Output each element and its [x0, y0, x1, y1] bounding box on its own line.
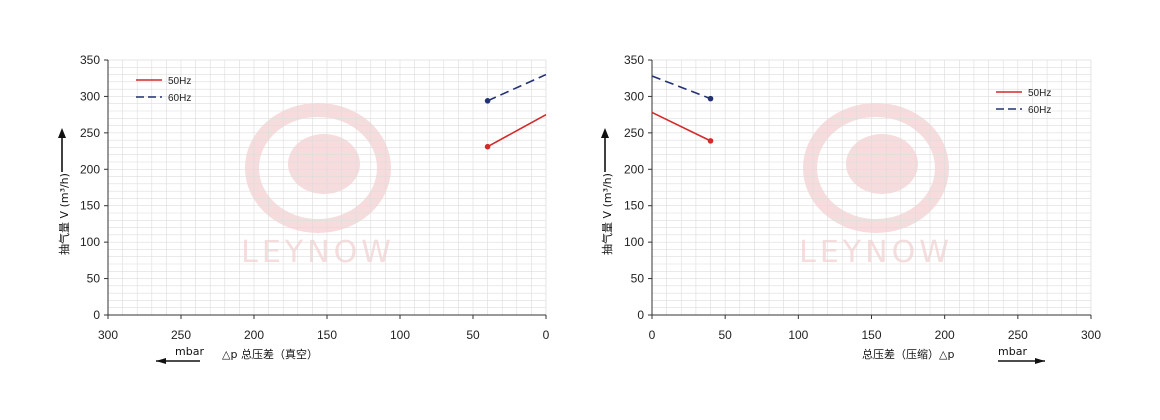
y-tick-label: 200	[80, 162, 100, 176]
watermark-core	[288, 134, 360, 194]
x-tick-label: 50	[466, 328, 480, 342]
y-tick-label: 100	[624, 235, 644, 249]
chart-panel-1: LEYNOW 0 50 100 150 200 250 300 350 300 250 200 150 1…	[57, 53, 550, 364]
legend-label-60hz: 60Hz	[168, 93, 191, 104]
x-unit-arrow-head	[1035, 358, 1045, 364]
y-tick-label: 0	[93, 308, 100, 322]
x-tick-label: 150	[861, 328, 881, 342]
y-tick-label: 350	[624, 53, 644, 67]
x-tick-label: 200	[244, 328, 264, 342]
series-line-60hz	[651, 75, 711, 100]
x-unit-label: mbar	[175, 345, 204, 358]
watermark-text: LEYNOW	[241, 235, 395, 270]
x-tick-label: 300	[98, 328, 118, 342]
y-tick-label: 200	[624, 162, 644, 176]
y-axis-title: 抽气量 V (m³/h)	[600, 173, 614, 255]
x-tick-label: 250	[1008, 328, 1028, 342]
x-tick-label: 300	[1081, 328, 1101, 342]
y-tick-label: 250	[624, 126, 644, 140]
series-line-60hz	[487, 73, 547, 102]
x-tick-label: 50	[718, 328, 732, 342]
legend-label-50hz: 50Hz	[168, 76, 191, 87]
y-tick-label: 50	[631, 272, 645, 286]
legend-label-60hz: 60Hz	[1028, 105, 1051, 116]
legend: 50Hz 60Hz	[136, 76, 191, 104]
x-tick-label: 150	[317, 328, 337, 342]
y-tick-label: 0	[637, 308, 644, 322]
series-point-50hz	[484, 143, 491, 150]
series-point-60hz	[484, 98, 491, 104]
legend-label-50hz: 50Hz	[1028, 88, 1051, 99]
x-tick-label: 100	[390, 328, 410, 342]
y-tick-label: 150	[80, 199, 100, 213]
x-unit-arrow-head	[156, 358, 166, 364]
x-axis-title: △p 总压差（真空）	[222, 347, 318, 361]
x-tick-label: 0	[543, 328, 550, 342]
grid-lines	[108, 59, 547, 315]
x-axis-title: 总压差（压缩）△p	[862, 347, 954, 361]
y-tick-label: 50	[87, 272, 101, 286]
x-tick-label: 200	[935, 328, 955, 342]
legend: 50Hz 60Hz	[996, 88, 1051, 116]
x-tick-label: 250	[171, 328, 191, 342]
series-point-50hz	[707, 138, 714, 144]
x-tick-label: 0	[649, 328, 656, 342]
y-tick-label: 100	[80, 235, 100, 249]
watermark-ring	[245, 103, 391, 233]
grid-lines	[652, 59, 1092, 315]
y-tick-label: 300	[624, 89, 644, 103]
series-point-60hz	[707, 95, 714, 102]
y-axis-arrow-head	[601, 128, 609, 138]
watermark-logo: LEYNOW	[241, 103, 395, 270]
y-tick-label: 300	[80, 89, 100, 103]
y-tick-label: 150	[624, 199, 644, 213]
series-line-50hz	[651, 111, 711, 142]
x-unit-label: mbar	[998, 345, 1027, 358]
x-tick-label: 100	[788, 328, 808, 342]
series-line-50hz	[487, 113, 547, 148]
watermark-core	[846, 134, 918, 194]
watermark-ring	[803, 103, 949, 233]
y-tick-label: 250	[80, 126, 100, 140]
y-axis-title: 抽气量 V (m³/h)	[57, 173, 71, 255]
y-axis-arrow-head	[58, 128, 66, 138]
y-tick-label: 350	[80, 53, 100, 67]
